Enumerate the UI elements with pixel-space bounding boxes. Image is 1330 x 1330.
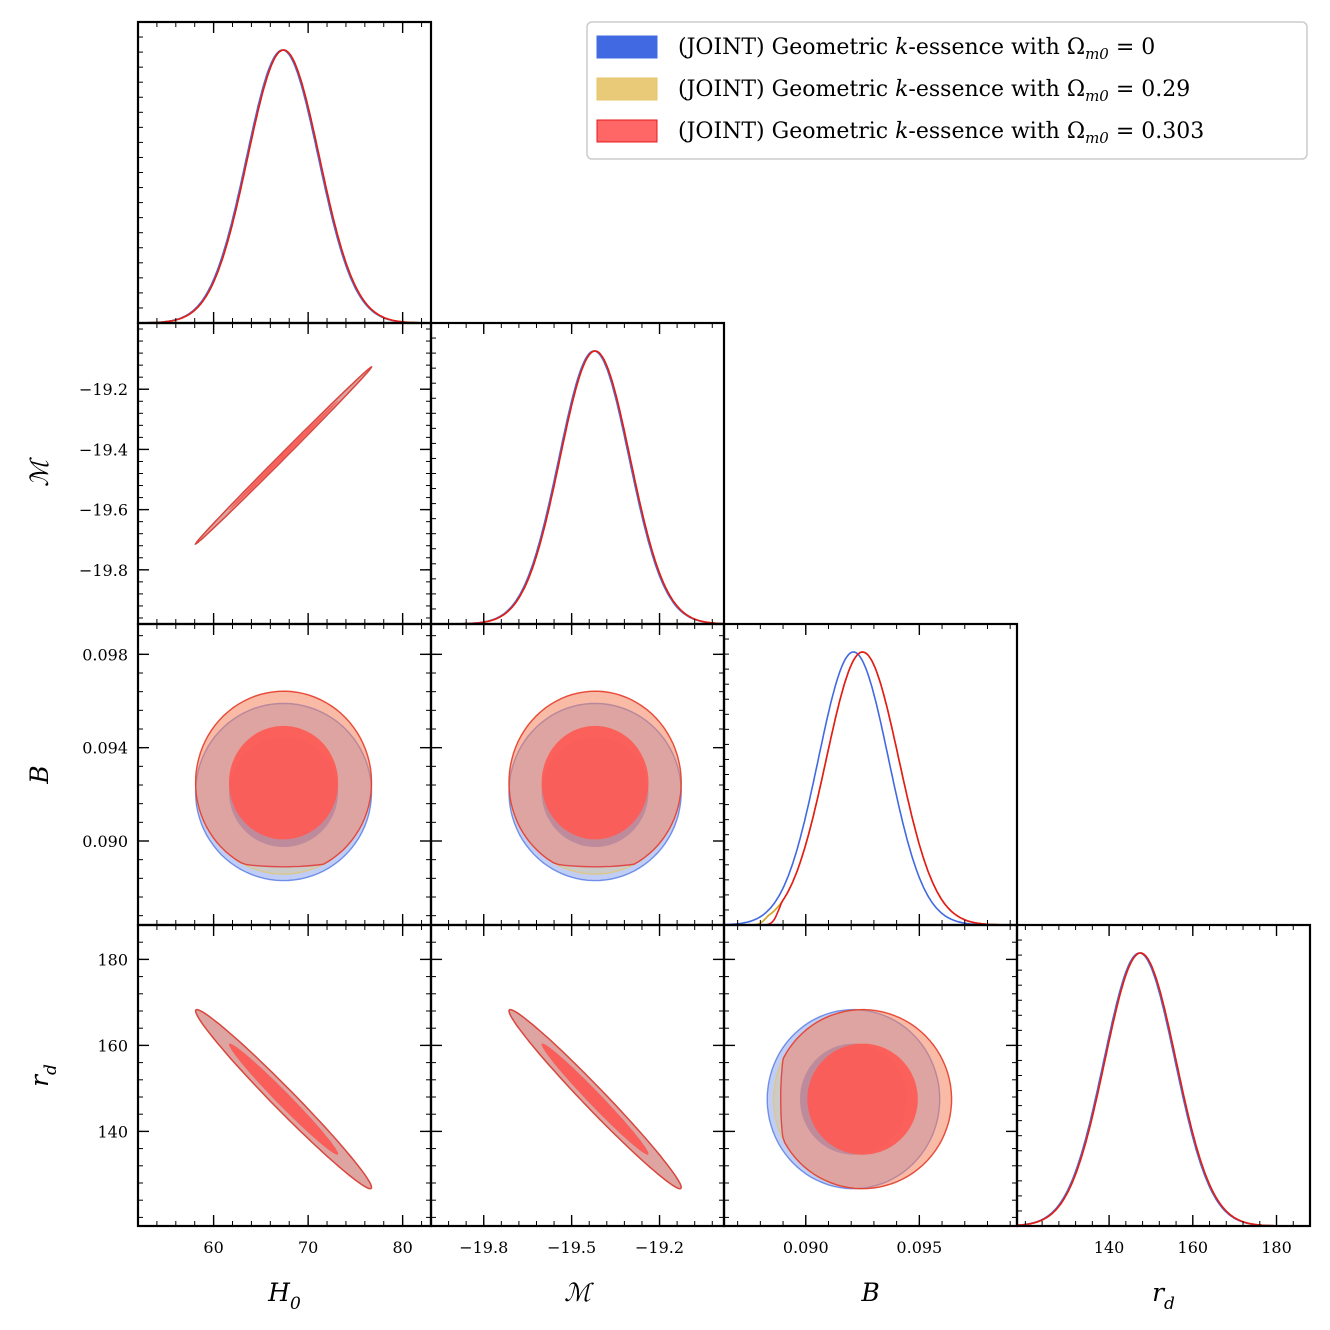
contour-68-2	[541, 1043, 649, 1155]
x-axis-label-B: B	[860, 1278, 879, 1307]
x-tick-label-M: −19.5	[547, 1238, 596, 1257]
x-tick-label-B: 0.090	[783, 1238, 829, 1257]
contour-68-2	[229, 1043, 339, 1155]
y-axis-label-B: B	[25, 765, 54, 784]
x-tick-label-rd: 180	[1261, 1238, 1292, 1257]
marginal-curve-2	[431, 350, 724, 624]
x-axis-label-M: ℳ	[564, 1278, 594, 1307]
contour-panel-H0-M	[194, 366, 373, 546]
legend-label-1: (JOINT) Geometric k-essence with Ωm0 = 0…	[678, 77, 1190, 105]
y-tick-label-rd: 180	[97, 950, 128, 969]
marginal-curve-1	[1017, 952, 1310, 1226]
marginal-curve-1	[431, 350, 724, 624]
panel-frame	[136, 321, 433, 626]
x-axis-label-H0: H0	[267, 1278, 301, 1314]
marginal-M	[431, 350, 724, 624]
legend-swatch-2	[596, 119, 658, 143]
marginal-curve-0	[1017, 952, 1310, 1226]
marginal-curve-0	[724, 651, 1017, 925]
marginal-curve-1	[724, 651, 1017, 925]
contour-68-2	[807, 1043, 918, 1155]
marginal-curve-0	[138, 49, 431, 323]
contour-panel-H0-rd	[194, 1008, 373, 1190]
y-axis-label-rd: rd	[25, 1064, 61, 1087]
legend-label-2: (JOINT) Geometric k-essence with Ωm0 = 0…	[678, 119, 1204, 147]
contour-panel-M-B	[508, 690, 682, 882]
y-tick-label-B: 0.098	[82, 645, 128, 664]
marginal-curve-2	[724, 651, 1017, 925]
panel-frame	[136, 20, 433, 325]
marginal-curve-2	[138, 49, 431, 323]
y-tick-label-M: −19.6	[79, 501, 128, 520]
marginal-curve-0	[431, 350, 724, 624]
panel-frame	[722, 622, 1019, 927]
legend-swatch-0	[596, 35, 658, 59]
legend-label-0: (JOINT) Geometric k-essence with Ωm0 = 0	[678, 35, 1155, 63]
y-tick-label-M: −19.4	[79, 440, 128, 459]
contour-panel-M-rd	[508, 1008, 682, 1190]
x-tick-label-H0: 70	[298, 1238, 318, 1257]
marginal-B	[724, 651, 1017, 925]
contour-68-2	[541, 725, 649, 840]
x-axis-label-rd: rd	[1152, 1278, 1175, 1314]
y-tick-label-M: −19.8	[79, 561, 128, 580]
y-tick-label-M: −19.2	[79, 380, 128, 399]
x-tick-label-H0: 80	[392, 1238, 412, 1257]
marginal-rd	[1017, 952, 1310, 1226]
x-tick-label-rd: 140	[1094, 1238, 1125, 1257]
marginal-H0	[138, 49, 431, 323]
x-tick-label-M: −19.8	[459, 1238, 508, 1257]
contour-panel-B-rd	[766, 1008, 953, 1190]
panel-frame	[429, 321, 726, 626]
x-tick-label-rd: 160	[1178, 1238, 1209, 1257]
panel-frame	[1015, 923, 1312, 1228]
y-tick-label-rd: 140	[97, 1122, 128, 1141]
contour-68-2	[229, 725, 339, 840]
y-axis-label-M: ℳ	[25, 457, 54, 487]
x-tick-label-M: −19.2	[635, 1238, 684, 1257]
y-tick-label-B: 0.090	[82, 832, 128, 851]
x-tick-label-B: 0.095	[896, 1238, 942, 1257]
legend-swatch-1	[596, 77, 658, 101]
y-tick-label-rd: 160	[97, 1036, 128, 1055]
contour-panel-H0-B	[194, 690, 373, 882]
contour-68-2	[229, 400, 339, 511]
marginal-curve-2	[1017, 952, 1310, 1226]
legend: (JOINT) Geometric k-essence with Ωm0 = 0…	[586, 21, 1308, 160]
marginal-curve-1	[138, 49, 431, 323]
panel-frame	[136, 923, 433, 1228]
x-tick-label-H0: 60	[203, 1238, 223, 1257]
y-tick-label-B: 0.094	[82, 739, 128, 758]
